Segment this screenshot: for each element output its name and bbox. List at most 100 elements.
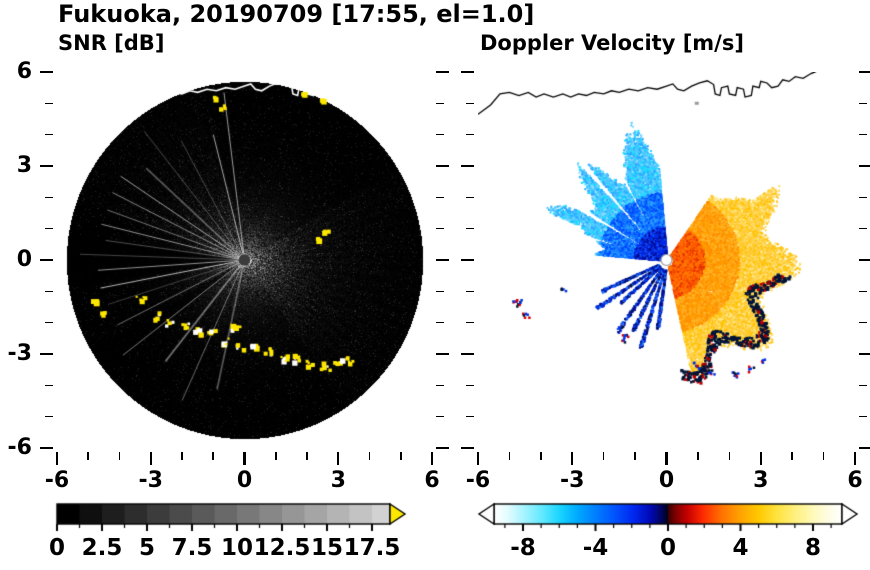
y-tick-mark	[40, 352, 53, 356]
x-tick-mark	[368, 452, 371, 460]
y-tick-mark	[466, 133, 474, 136]
y-tick-mark	[466, 290, 474, 293]
y-tick-mark	[859, 258, 870, 262]
x-tick-mark	[540, 452, 542, 460]
snr-colorbar-label: 2.5	[81, 535, 123, 561]
x-tick-mark	[697, 452, 699, 460]
velocity-colorbar-label: 4	[732, 535, 749, 561]
x-tick-label: -6	[465, 468, 491, 493]
y-tick-mark	[436, 446, 449, 450]
x-tick-mark	[634, 452, 636, 460]
snr-colorbar-label: 7.5	[171, 535, 213, 561]
x-tick-label: -3	[138, 468, 163, 493]
y-tick-mark	[859, 290, 867, 293]
velocity-colorbar-label: -8	[510, 535, 536, 561]
y-tick-mark	[40, 446, 53, 450]
snr-colorbar	[50, 500, 412, 534]
x-tick-mark	[337, 452, 340, 465]
y-tick-mark	[45, 133, 53, 136]
y-tick-mark	[45, 227, 53, 230]
snr-colorbar-label: 0	[48, 535, 65, 561]
snr-colorbar-label: 5	[138, 535, 155, 561]
x-tick-label: 6	[424, 468, 440, 493]
y-tick-mark	[466, 384, 474, 387]
y-tick-mark	[40, 70, 53, 74]
y-tick-mark	[859, 196, 867, 199]
y-tick-mark	[859, 352, 870, 356]
y-tick-mark	[45, 321, 53, 324]
panel-label-velocity: Doppler Velocity [m/s]	[480, 31, 744, 55]
y-tick-label: -6	[7, 435, 32, 460]
x-tick-mark	[791, 452, 793, 460]
y-tick-mark	[859, 133, 867, 136]
x-tick-label: 3	[753, 468, 769, 493]
snr-colorbar-label: 12.5	[253, 535, 311, 561]
y-tick-mark	[436, 321, 444, 324]
x-tick-mark	[571, 452, 574, 465]
velocity-ppi-canvas	[478, 72, 855, 448]
x-tick-mark	[602, 452, 605, 460]
y-tick-mark	[436, 384, 444, 387]
x-tick-mark	[212, 452, 215, 460]
y-tick-mark	[45, 384, 53, 387]
y-tick-mark	[859, 102, 867, 105]
y-tick-mark	[466, 227, 474, 230]
y-tick-mark	[436, 133, 444, 136]
y-tick-mark	[859, 446, 870, 450]
x-tick-label: 0	[236, 468, 253, 493]
velocity-colorbar	[474, 500, 870, 534]
x-tick-mark	[822, 452, 825, 460]
y-tick-mark	[436, 227, 444, 230]
y-tick-mark	[436, 290, 444, 293]
y-tick-mark	[45, 290, 53, 293]
x-tick-mark	[853, 452, 857, 465]
x-tick-mark	[118, 452, 121, 460]
x-tick-label: -6	[44, 468, 70, 493]
snr-colorbar-label: 15	[310, 535, 343, 561]
y-tick-mark	[436, 352, 449, 356]
y-tick-mark	[859, 321, 867, 324]
x-tick-mark	[149, 452, 152, 465]
velocity-colorbar-label: -4	[582, 535, 609, 561]
y-tick-mark	[436, 196, 444, 199]
y-tick-mark	[461, 70, 474, 74]
snr-ppi-canvas	[57, 72, 432, 448]
y-tick-mark	[436, 70, 449, 74]
y-tick-mark	[461, 446, 474, 450]
y-tick-mark	[859, 70, 870, 74]
y-tick-mark	[45, 196, 53, 199]
x-tick-mark	[55, 452, 59, 465]
y-tick-label: 6	[16, 59, 32, 84]
snr-colorbar-label: 10	[220, 535, 253, 561]
y-tick-mark	[859, 384, 867, 387]
y-tick-mark	[436, 102, 444, 105]
y-tick-mark	[461, 258, 474, 262]
x-tick-label: 0	[658, 468, 675, 493]
y-tick-label: 3	[16, 153, 32, 178]
y-tick-mark	[466, 196, 474, 199]
x-tick-mark	[476, 452, 480, 465]
figure-title: Fukuoka, 20190709 [17:55, el=1.0]	[58, 0, 535, 28]
x-tick-label: -3	[560, 468, 585, 493]
snr-colorbar-label: 17.5	[343, 535, 401, 561]
y-tick-mark	[40, 164, 53, 168]
x-tick-mark	[243, 452, 246, 465]
y-tick-mark	[859, 227, 867, 230]
velocity-colorbar-label: 0	[659, 535, 676, 561]
y-tick-mark	[466, 415, 474, 418]
y-tick-mark	[436, 415, 444, 418]
x-tick-mark	[430, 452, 434, 465]
x-tick-mark	[728, 452, 731, 460]
x-tick-mark	[274, 452, 277, 460]
y-tick-mark	[461, 164, 474, 168]
y-tick-mark	[859, 164, 870, 168]
y-tick-mark	[40, 258, 53, 262]
y-tick-mark	[45, 415, 53, 418]
y-tick-mark	[466, 102, 474, 105]
x-tick-mark	[399, 452, 402, 460]
x-tick-mark	[306, 452, 308, 460]
x-tick-label: 3	[330, 468, 346, 493]
y-tick-label: 0	[16, 247, 32, 272]
y-tick-mark	[859, 415, 867, 418]
panel-label-snr: SNR [dB]	[58, 31, 165, 55]
